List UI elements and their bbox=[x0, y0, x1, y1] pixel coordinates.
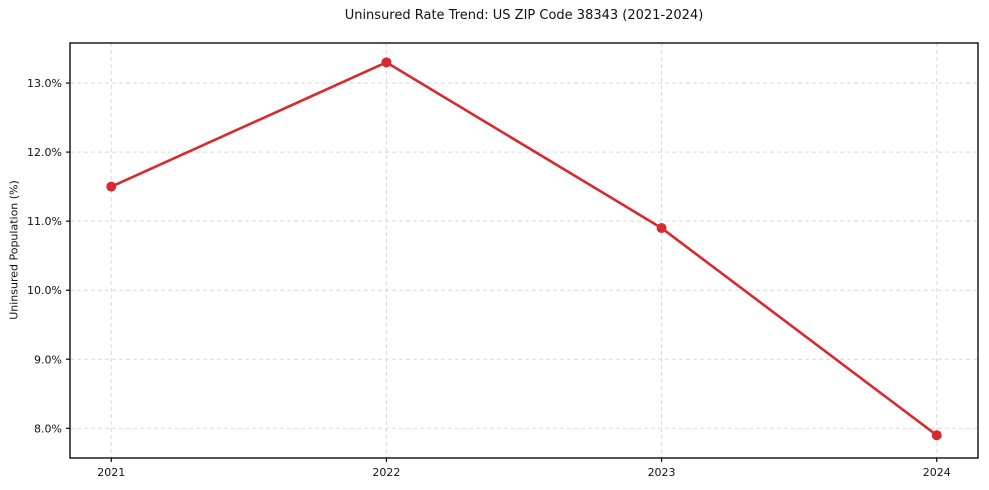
y-tick-label: 10.0% bbox=[27, 284, 62, 297]
data-point-marker bbox=[931, 430, 942, 441]
y-tick-label: 13.0% bbox=[27, 77, 62, 90]
x-tick-label: 2024 bbox=[923, 466, 951, 479]
y-tick-label: 9.0% bbox=[34, 353, 62, 366]
y-tick-label: 8.0% bbox=[34, 422, 62, 435]
plot-border bbox=[69, 42, 979, 459]
trend-line bbox=[109, 61, 939, 437]
x-tick-label: 2022 bbox=[372, 466, 400, 479]
chart-title: Uninsured Rate Trend: US ZIP Code 38343 … bbox=[344, 8, 704, 23]
x-tick-label: 2023 bbox=[648, 466, 676, 479]
y-axis-label-text: Uninsured Population (%) bbox=[7, 180, 21, 320]
y-tick-label: 11.0% bbox=[27, 215, 62, 228]
y-tick-label: 12.0% bbox=[27, 146, 62, 159]
data-point-marker bbox=[656, 223, 667, 234]
x-tick-label: 2021 bbox=[97, 466, 125, 479]
data-point-marker bbox=[381, 57, 392, 68]
data-point-marker bbox=[106, 181, 117, 192]
